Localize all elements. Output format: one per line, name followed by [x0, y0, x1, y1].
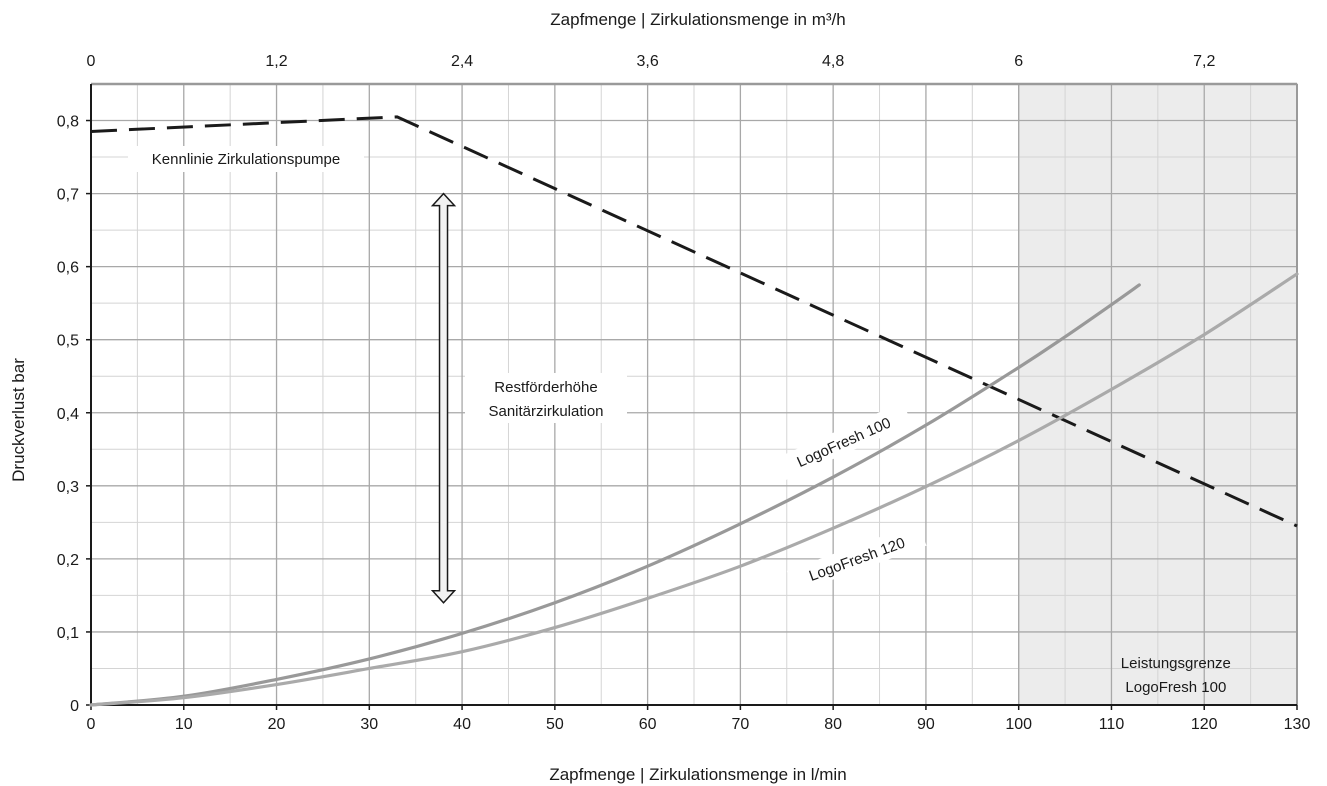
restfoerderhoehe-arrow	[430, 192, 457, 604]
x2-tick-label: 0	[87, 53, 96, 70]
x-tick-label: 100	[1005, 716, 1032, 733]
pump-label-bg	[128, 146, 364, 172]
pump-label: Kennlinie Zirkulationspumpe	[152, 151, 340, 168]
lf120-label-bg	[786, 523, 927, 594]
x2-tick-label: 6	[1014, 53, 1023, 70]
lf100-label-group: LogoFresh 100	[774, 401, 913, 481]
x2-tick-label: 2,4	[451, 53, 473, 70]
x-tick-label: 20	[268, 716, 286, 733]
x-tick-label: 80	[824, 716, 842, 733]
x-tick-label: 40	[453, 716, 471, 733]
lf100-label-bg	[774, 401, 913, 481]
x-tick-label: 10	[175, 716, 193, 733]
lf100-label: LogoFresh 100	[794, 414, 893, 471]
y-tick-label: 0,5	[57, 333, 79, 350]
x2-axis-title: Zapfmenge | Zirkulationsmenge in m³/h	[550, 10, 845, 29]
y-tick-label: 0,6	[57, 260, 79, 277]
series-logofresh-100-line	[89, 283, 1141, 707]
x-axis-title: Zapfmenge | Zirkulationsmenge in l/min	[549, 765, 846, 784]
annotation-layer: Kennlinie Zirkulationspumpe Restförderhöh…	[128, 146, 1231, 696]
x2-tick-label: 1,2	[265, 53, 287, 70]
y-tick-label: 0,4	[57, 406, 79, 423]
y-tick-label: 0,8	[57, 114, 79, 131]
leistungsgrenze-label-line-1: Leistungsgrenze	[1121, 655, 1231, 672]
x-tick-label: 30	[360, 716, 378, 733]
rest-label-line-2: Sanitärzirkulation	[488, 403, 603, 420]
frame-layer	[90, 82, 1298, 706]
x-tick-label: 60	[639, 716, 657, 733]
y-tick-label: 0,1	[57, 625, 79, 642]
x-tick-label: 70	[731, 716, 749, 733]
x-tick-label: 0	[87, 716, 96, 733]
series-layer	[89, 115, 1299, 707]
x-tick-label: 90	[917, 716, 935, 733]
x-tick-label: 120	[1191, 716, 1218, 733]
y-tick-label: 0,7	[57, 187, 79, 204]
series-kennlinie-zirkulationspumpe-line	[90, 115, 1298, 528]
x2-tick-label: 3,6	[636, 53, 658, 70]
series-logofresh-120-line	[89, 272, 1299, 707]
leistungsgrenze-label-line-2: LogoFresh 100	[1125, 679, 1226, 696]
y-axis-title: Druckverlust bar	[9, 358, 28, 482]
rest-label-line-1: Restförderhöhe	[494, 379, 597, 396]
x-tick-label: 50	[546, 716, 564, 733]
y-tick-label: 0,2	[57, 552, 79, 569]
rest-label-bg	[465, 373, 627, 423]
y-tick-label: 0,3	[57, 479, 79, 496]
x2-tick-label: 4,8	[822, 53, 844, 70]
x-tick-label: 110	[1099, 716, 1125, 733]
x2-tick-label: 7,2	[1193, 53, 1215, 70]
y-tick-label: 0	[70, 698, 79, 715]
x-tick-label: 130	[1284, 716, 1311, 733]
